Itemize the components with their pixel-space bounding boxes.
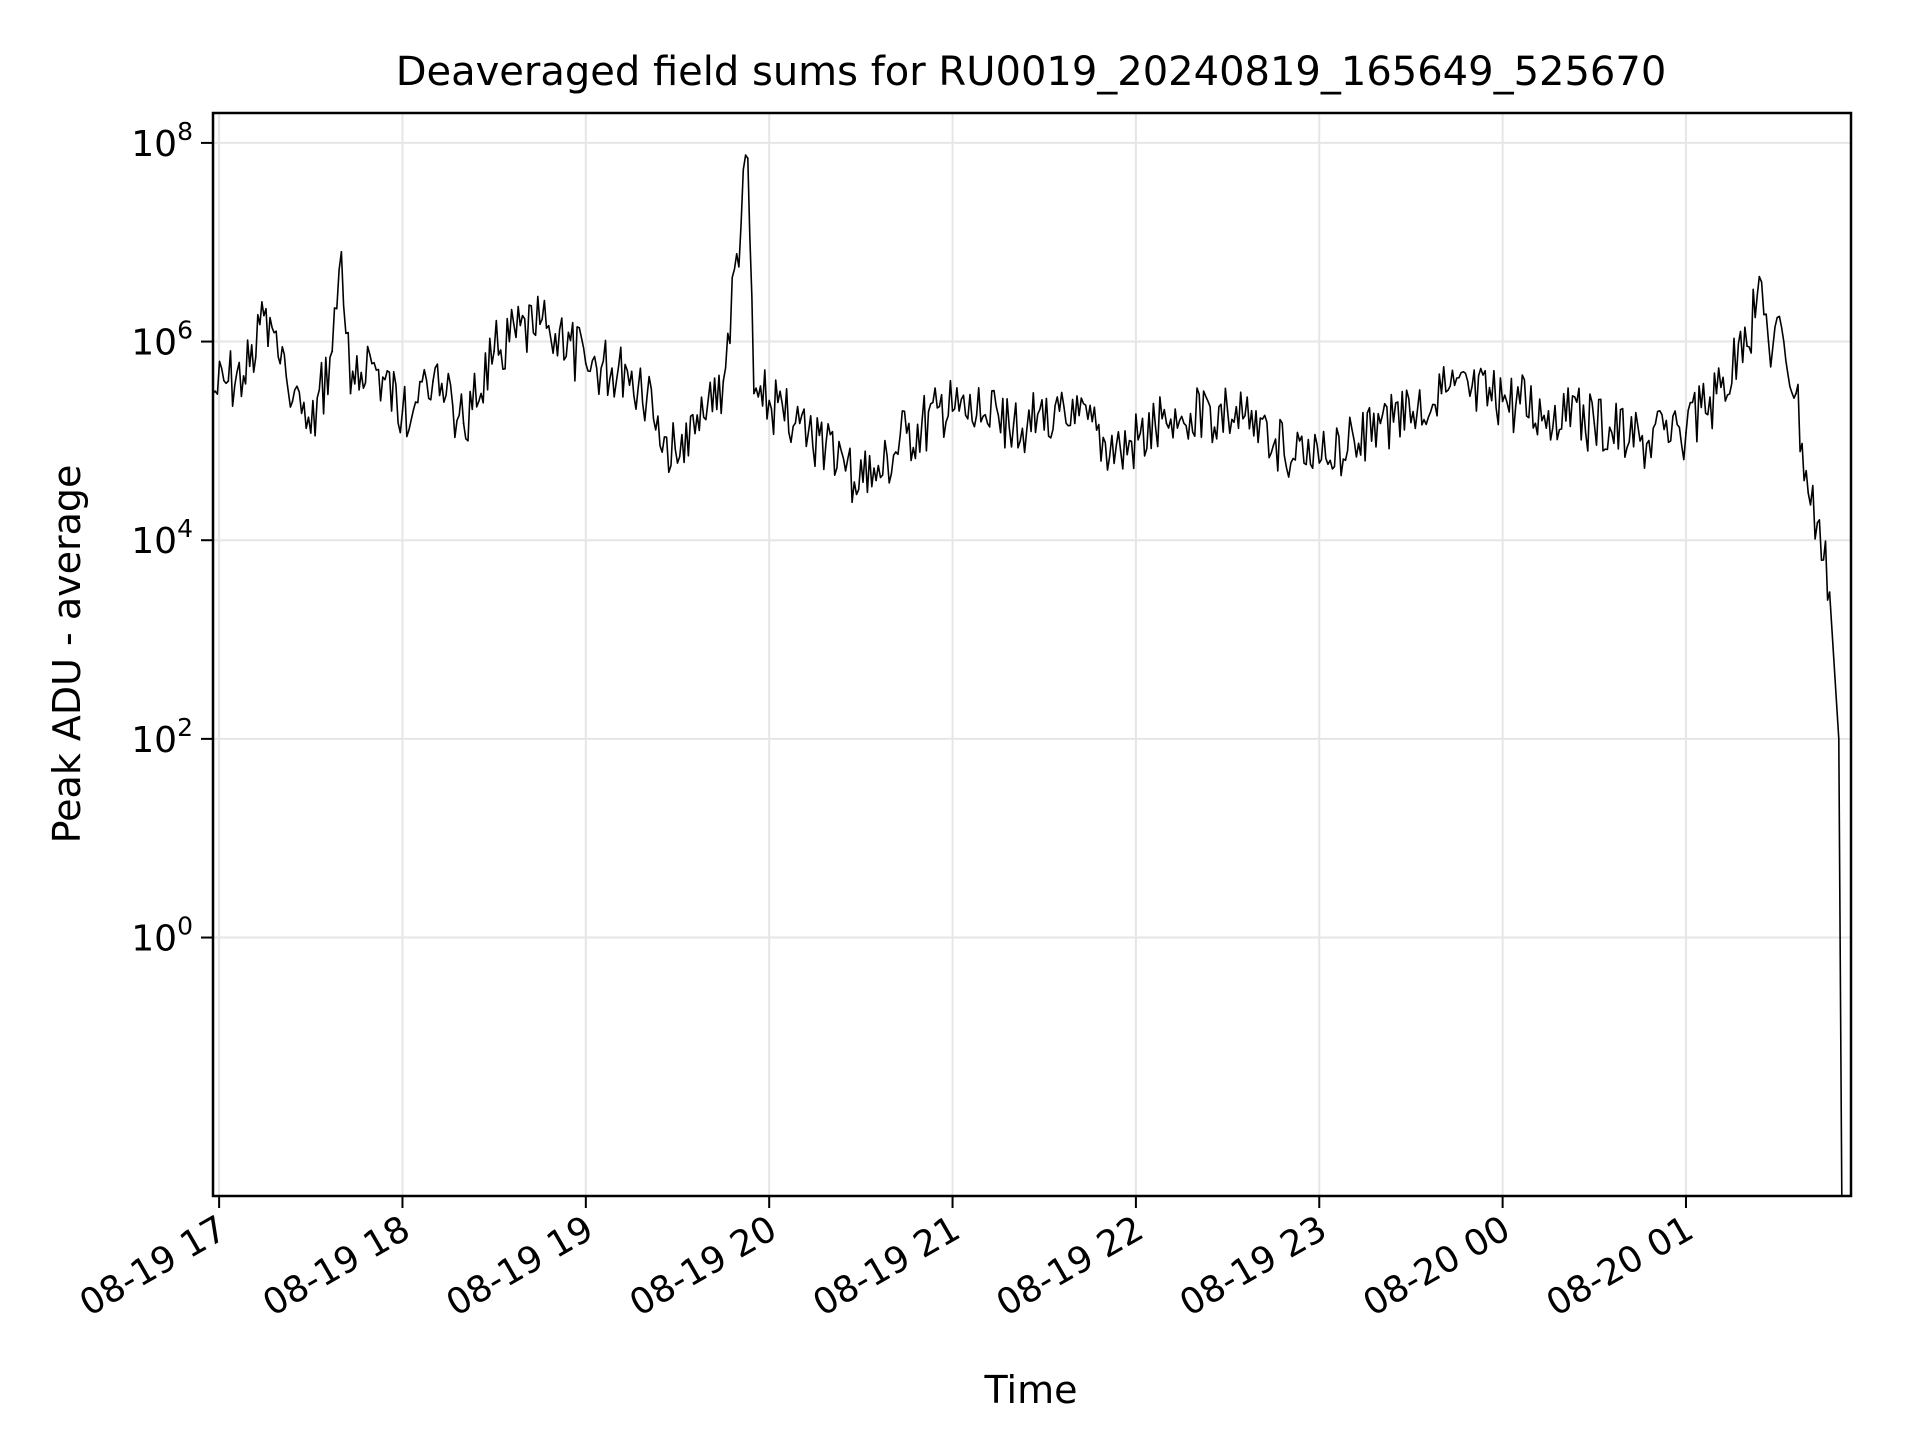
- series-point: [1165, 422, 1168, 425]
- y-tick-exponent: 6: [177, 316, 193, 345]
- series-point: [584, 362, 587, 365]
- y-tick-base: 10: [131, 919, 177, 960]
- grid: [213, 113, 1851, 1196]
- series-point: [331, 350, 334, 353]
- series-point: [1639, 439, 1642, 442]
- series-point: [1379, 422, 1382, 425]
- series-point: [1685, 432, 1687, 434]
- y-tick-exponent: 8: [177, 117, 193, 146]
- y-tick-label: 102: [131, 713, 193, 761]
- series-point: [254, 356, 257, 358]
- series-point: [1547, 410, 1550, 412]
- series-point: [340, 250, 343, 253]
- series-point: [1440, 392, 1443, 395]
- y-tick-base: 10: [131, 521, 177, 562]
- series-point: [401, 410, 404, 412]
- series-point: [1767, 340, 1770, 343]
- series-point: [227, 380, 230, 382]
- y-tick-base: 10: [131, 720, 177, 761]
- series-point: [242, 375, 245, 377]
- chart-title: Deaveraged field sums for RU0019_2024081…: [396, 49, 1667, 95]
- series-point: [1226, 410, 1229, 412]
- series-point: [279, 362, 282, 365]
- series-point: [1746, 345, 1748, 348]
- series-point: [844, 469, 847, 472]
- series-point: [260, 301, 263, 303]
- series-point: [798, 422, 801, 425]
- series-point: [493, 350, 496, 353]
- series-point: [267, 345, 269, 348]
- series-point: [630, 370, 633, 373]
- y-tick-base: 10: [131, 124, 177, 165]
- series-point: [1593, 422, 1596, 425]
- y-tick-exponent: 0: [177, 912, 193, 941]
- y-tick-exponent: 4: [177, 514, 193, 543]
- series-point: [291, 400, 294, 403]
- series-point: [371, 362, 373, 365]
- series-point: [462, 422, 465, 425]
- y-tick-label: 104: [131, 514, 193, 562]
- series-point: [1715, 392, 1718, 395]
- y-tick-label: 106: [131, 316, 193, 364]
- series-point: [1828, 591, 1831, 594]
- series-point: [722, 380, 725, 382]
- series-point: [349, 392, 352, 395]
- y-tick-base: 10: [131, 323, 177, 364]
- y-tick-label: 108: [131, 117, 193, 165]
- series-point: [1782, 340, 1785, 343]
- series-point: [905, 432, 908, 434]
- plot-frame: [211, 111, 1853, 1198]
- series-point: [309, 432, 312, 434]
- y-tick-label: 100: [131, 912, 193, 960]
- series-point: [753, 392, 755, 395]
- series-point: [1816, 521, 1819, 524]
- series-point: [951, 410, 954, 412]
- series-point: [539, 323, 541, 325]
- series-point: [1272, 444, 1275, 447]
- y-axis-label: Peak ADU - average: [45, 465, 89, 844]
- series-line: [212, 154, 1843, 1196]
- series-point: [432, 380, 434, 382]
- series-point: [746, 157, 749, 160]
- series-point: [1318, 462, 1321, 464]
- series-point: [1758, 275, 1761, 278]
- series-point: [1837, 737, 1840, 740]
- series-point: [1807, 491, 1810, 494]
- y-tick-exponent: 2: [177, 713, 193, 742]
- series-point: [1073, 422, 1076, 425]
- series-point: [1795, 392, 1797, 395]
- series-point: [875, 479, 878, 482]
- x-axis-label: Time: [984, 1368, 1078, 1412]
- series-point: [676, 462, 679, 464]
- series-layer: [212, 154, 1843, 1197]
- series-point: [1501, 400, 1504, 403]
- series-point: [1012, 422, 1015, 425]
- series-point: [1119, 449, 1122, 452]
